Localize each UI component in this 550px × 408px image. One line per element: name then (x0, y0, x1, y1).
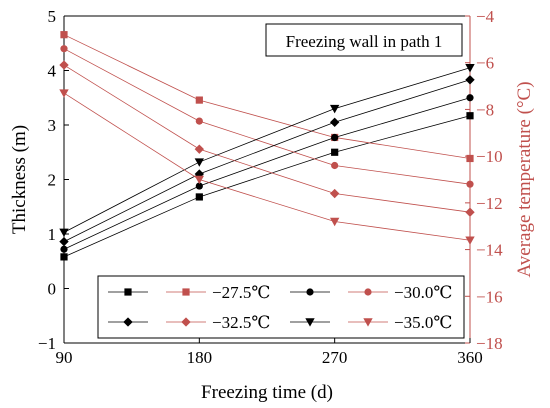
y-right-tick-label: −18 (476, 334, 503, 353)
temperature-point-1-1 (60, 31, 68, 39)
thickness-point-3-4 (465, 75, 475, 85)
temperature-point-2-1 (60, 45, 68, 53)
temperature-point-4-1 (59, 89, 69, 98)
y-left-axis-title: Thickness (m) (9, 125, 30, 234)
temperature-point-3-1 (59, 60, 69, 70)
legend-label-4: −35.0℃ (394, 313, 452, 332)
chart-title: Freezing wall in path 1 (286, 32, 443, 51)
thickness-line-1 (63, 115, 471, 258)
thickness-point-1-2 (195, 193, 203, 201)
legend-box (97, 275, 465, 339)
y-right-tick-label: −14 (476, 241, 503, 260)
y-right-axis-title: Average temperature (°C) (514, 81, 535, 277)
thickness-point-2-1 (60, 245, 68, 253)
thickness-point-4-3 (329, 104, 340, 114)
thickness-point-1-1 (60, 253, 68, 261)
thickness-point-4-4 (465, 64, 475, 73)
legend: −27.5℃ −30.0℃ −32.5℃ −35.0℃ (97, 275, 465, 339)
y-right-tick-label: −10 (476, 147, 503, 166)
y-right-tick-label: −6 (476, 54, 494, 73)
legend-label-2: −30.0℃ (394, 283, 452, 302)
title-box-border (265, 23, 463, 57)
legend-thickness-marker-3 (123, 317, 133, 327)
temperature-point-2-2 (195, 117, 203, 125)
y-right-tick-label: −4 (476, 7, 495, 26)
y-right-tick-label: −16 (476, 287, 503, 306)
title-box: Freezing wall in path 1 (265, 23, 463, 57)
y-left-tick-label: 5 (48, 7, 57, 26)
legend-label-3: −32.5℃ (212, 313, 270, 332)
legend-thickness-marker-4 (305, 318, 315, 327)
y-left-tick-label: 0 (48, 280, 57, 299)
temperature-point-4-4 (465, 236, 475, 245)
y-right-tick-label: −12 (476, 194, 503, 213)
x-tick-label: 270 (322, 348, 348, 367)
thickness-line-3 (63, 79, 471, 242)
temperature-point-3-2 (194, 144, 205, 154)
temperature-point-1-2 (195, 96, 203, 104)
thickness-line-4 (63, 67, 471, 233)
thickness-point-3-1 (59, 236, 69, 247)
legend-temperature-marker-3 (181, 317, 191, 327)
thickness-point-4-2 (194, 158, 205, 167)
y-left-tick-label: 4 (48, 62, 57, 81)
temperature-point-4-2 (194, 175, 205, 185)
temperature-line-3 (63, 64, 471, 213)
thickness-point-3-3 (329, 117, 340, 127)
x-tick-label: 90 (56, 348, 73, 367)
temperature-point-3-4 (465, 207, 475, 217)
temperature-point-2-3 (331, 161, 339, 170)
temperature-line-1 (63, 34, 471, 159)
thickness-point-2-4 (466, 94, 474, 102)
series-layer (59, 31, 475, 261)
thickness-line-2 (63, 97, 471, 250)
y-right-tick-label: −8 (476, 100, 494, 119)
thickness-point-1-3 (331, 148, 339, 156)
x-tick-label: 360 (457, 348, 483, 367)
legend-temperature-marker-1 (182, 288, 190, 296)
temperature-point-2-4 (466, 180, 474, 188)
thickness-point-4-1 (59, 228, 69, 238)
thickness-point-2-2 (195, 182, 203, 190)
legend-thickness-marker-1 (124, 288, 132, 296)
thickness-point-2-3 (331, 133, 339, 142)
y-left-tick-label: 3 (48, 116, 57, 135)
temperature-line-4 (63, 92, 471, 241)
legend-temperature-marker-2 (364, 288, 372, 296)
y-left-tick-label: −1 (38, 334, 56, 353)
thickness-point-1-4 (466, 112, 474, 120)
y-left-tick-label: 1 (48, 225, 57, 244)
legend-label-1: −27.5℃ (212, 283, 270, 302)
x-tick-label: 180 (187, 348, 213, 367)
temperature-point-1-4 (466, 154, 474, 163)
temperature-line-2 (63, 48, 471, 185)
legend-thickness-marker-2 (306, 288, 314, 296)
legend-temperature-marker-4 (363, 318, 373, 327)
x-axis-title: Freezing time (d) (201, 382, 333, 403)
temperature-point-3-3 (329, 188, 340, 199)
temperature-point-4-3 (329, 217, 340, 227)
y-left-tick-label: 2 (48, 171, 57, 190)
